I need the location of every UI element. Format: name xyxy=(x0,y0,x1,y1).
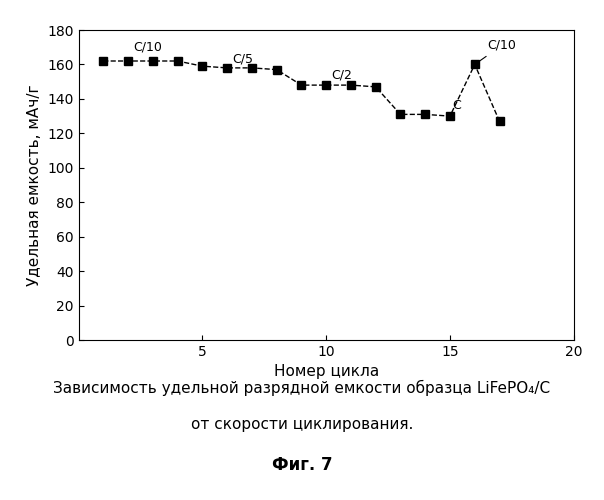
Text: C/2: C/2 xyxy=(331,68,352,82)
Text: C: C xyxy=(452,100,461,112)
Text: C/5: C/5 xyxy=(232,53,253,66)
Text: Зависимость удельной разрядной емкости образца LiFePO₄/C: Зависимость удельной разрядной емкости о… xyxy=(53,380,551,396)
Text: от скорости циклирования.: от скорости циклирования. xyxy=(191,418,413,432)
X-axis label: Номер цикла: Номер цикла xyxy=(274,364,379,380)
Text: C/10: C/10 xyxy=(133,40,162,54)
Text: Фиг. 7: Фиг. 7 xyxy=(272,456,332,474)
Y-axis label: Удельная емкость, мАч/г: Удельная емкость, мАч/г xyxy=(27,84,42,286)
Text: C/10: C/10 xyxy=(477,39,516,63)
